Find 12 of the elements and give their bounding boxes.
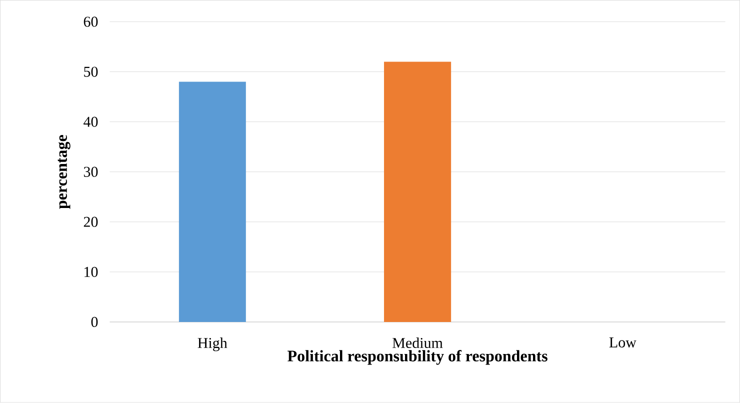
x-tick-label: High	[198, 338, 228, 352]
y-tick-label: 40	[84, 116, 98, 127]
y-tick-label: 30	[84, 166, 98, 178]
y-tick-label: 20	[84, 216, 98, 228]
x-axis-title: Political responsubility of respondents	[288, 350, 548, 365]
y-axis-title: percentage	[58, 135, 70, 209]
y-tick-label: 50	[84, 66, 98, 77]
y-tick-label: 60	[84, 16, 98, 27]
x-tick-label: Low	[609, 338, 636, 348]
y-tick-label: 10	[84, 266, 98, 278]
x-tick-label: Medium	[392, 338, 443, 348]
y-tick-label: 0	[91, 317, 98, 328]
